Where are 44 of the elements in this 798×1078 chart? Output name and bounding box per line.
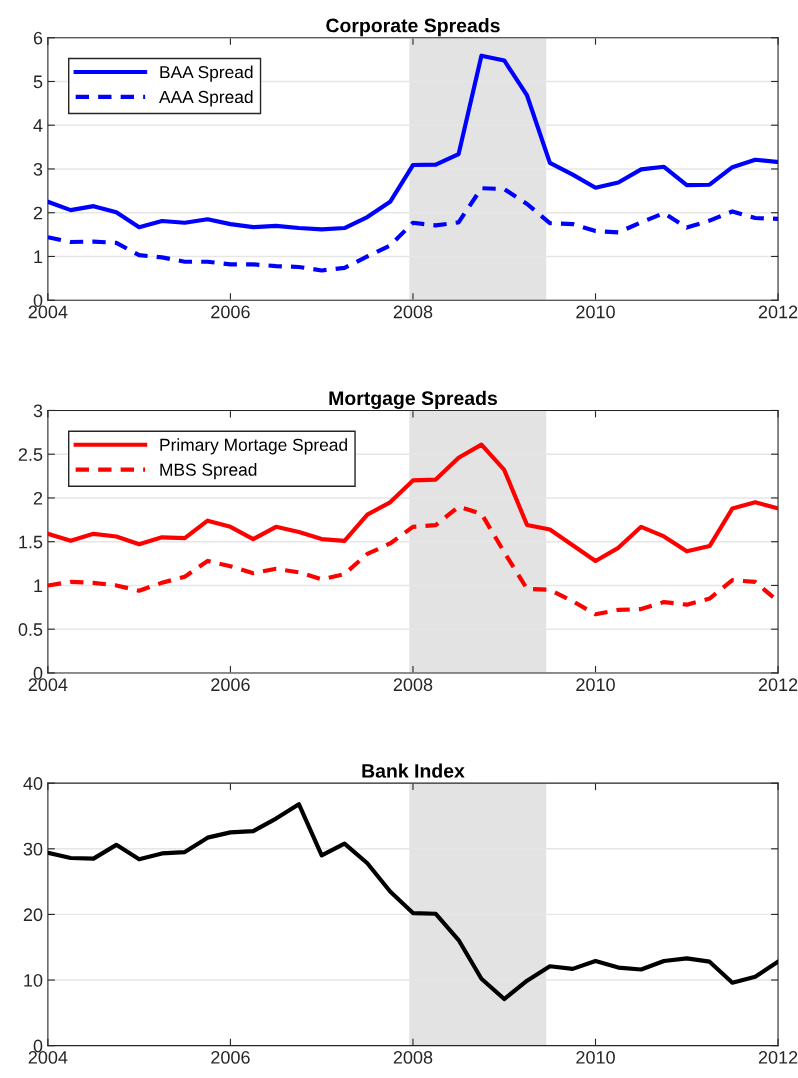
x-tick-label: 2012 xyxy=(758,678,798,692)
line-series xyxy=(47,186,779,273)
y-tick-label: 1 xyxy=(34,250,43,264)
x-tick-label: 2006 xyxy=(211,678,250,692)
y-tick-label: 0 xyxy=(33,666,43,680)
y-tick-label: 0.5 xyxy=(18,623,43,636)
x-tick-label: 2008 xyxy=(393,678,433,692)
x-tick-label: 2006 xyxy=(211,305,250,319)
legend-label: BAA Spread xyxy=(160,65,253,82)
y-tick-label: 4 xyxy=(33,119,43,132)
y-tick-label: 6 xyxy=(33,31,43,45)
y-tick-label: 0 xyxy=(33,1039,43,1053)
y-tick-label: 2.5 xyxy=(18,448,43,461)
y-tick-label: 1 xyxy=(34,579,43,592)
chart-title: Mortgage Spreads xyxy=(329,390,497,410)
y-tick-label: 2 xyxy=(33,206,43,220)
y-tick-label: 30 xyxy=(23,842,43,856)
legend-label: MBS Spread xyxy=(160,463,257,480)
x-tick-label: 2010 xyxy=(576,1051,615,1064)
y-tick-label: 3 xyxy=(33,162,43,176)
legend-label: AAA Spread xyxy=(159,90,253,107)
line-series xyxy=(47,802,779,1002)
x-tick-label: 2010 xyxy=(576,678,615,692)
legend-label: Primary Mortage Spread xyxy=(160,438,347,455)
x-tick-label: 2004 xyxy=(28,305,68,319)
x-tick-label: 2008 xyxy=(393,1051,433,1064)
y-tick-label: 3 xyxy=(33,404,43,418)
x-tick-label: 2012 xyxy=(758,305,798,319)
y-tick-label: 0 xyxy=(33,294,43,307)
x-tick-label: 2004 xyxy=(28,1051,68,1064)
x-tick-label: 2006 xyxy=(211,1051,250,1064)
y-tick-label: 20 xyxy=(23,908,43,922)
x-tick-label: 2012 xyxy=(758,1051,798,1064)
chart-title: Corporate Spreads xyxy=(326,18,500,37)
y-tick-label: 1.5 xyxy=(19,535,43,549)
line-series xyxy=(47,53,779,232)
chart-title: Bank Index xyxy=(362,763,465,778)
y-tick-label: 10 xyxy=(24,973,43,987)
y-tick-label: 5 xyxy=(33,75,43,89)
x-tick-label: 2008 xyxy=(393,305,433,319)
x-tick-label: 2004 xyxy=(28,678,68,692)
x-tick-label: 2010 xyxy=(576,305,615,319)
y-tick-label: 2 xyxy=(33,491,43,505)
y-tick-label: 40 xyxy=(23,777,43,790)
